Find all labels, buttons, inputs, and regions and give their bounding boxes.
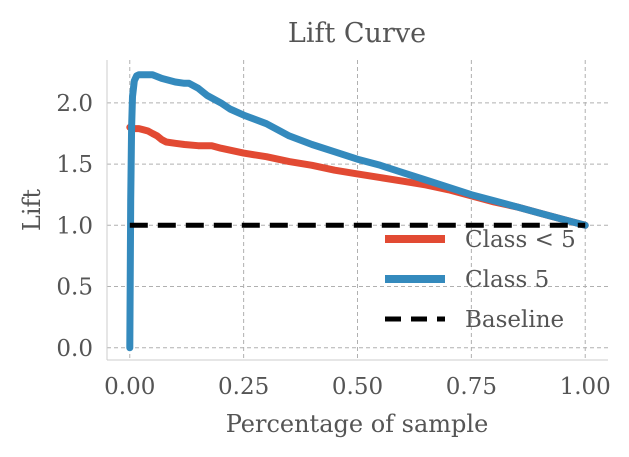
legend-label: Class 5 (465, 267, 549, 293)
y-tick-label: 1.0 (56, 213, 93, 239)
x-tick-label: 0.75 (446, 374, 497, 400)
x-tick-label: 0.50 (332, 374, 383, 400)
y-tick-label: 0.0 (56, 336, 93, 362)
tick-labels: 0.00 0.25 0.50 0.75 1.00 0.0 0.5 1.0 1.5 2.0 (56, 91, 610, 400)
x-axis-label: Percentage of sample (226, 410, 489, 438)
x-tick-label: 0.00 (104, 374, 155, 400)
legend-label: Baseline (465, 307, 564, 333)
axes (106, 60, 608, 361)
y-tick-label: 2.0 (56, 91, 93, 117)
y-axis-label: Lift (18, 189, 46, 231)
series-line-class-5 (126, 71, 589, 352)
legend: Class < 5 Class 5 Baseline (385, 227, 576, 333)
x-tick-label: 1.00 (560, 374, 611, 400)
series-lines (126, 71, 589, 352)
x-tick-label: 0.25 (218, 374, 269, 400)
legend-label: Class < 5 (465, 227, 576, 253)
chart-title: Lift Curve (288, 18, 426, 49)
y-tick-label: 1.5 (56, 152, 93, 178)
y-tick-label: 0.5 (56, 275, 93, 301)
